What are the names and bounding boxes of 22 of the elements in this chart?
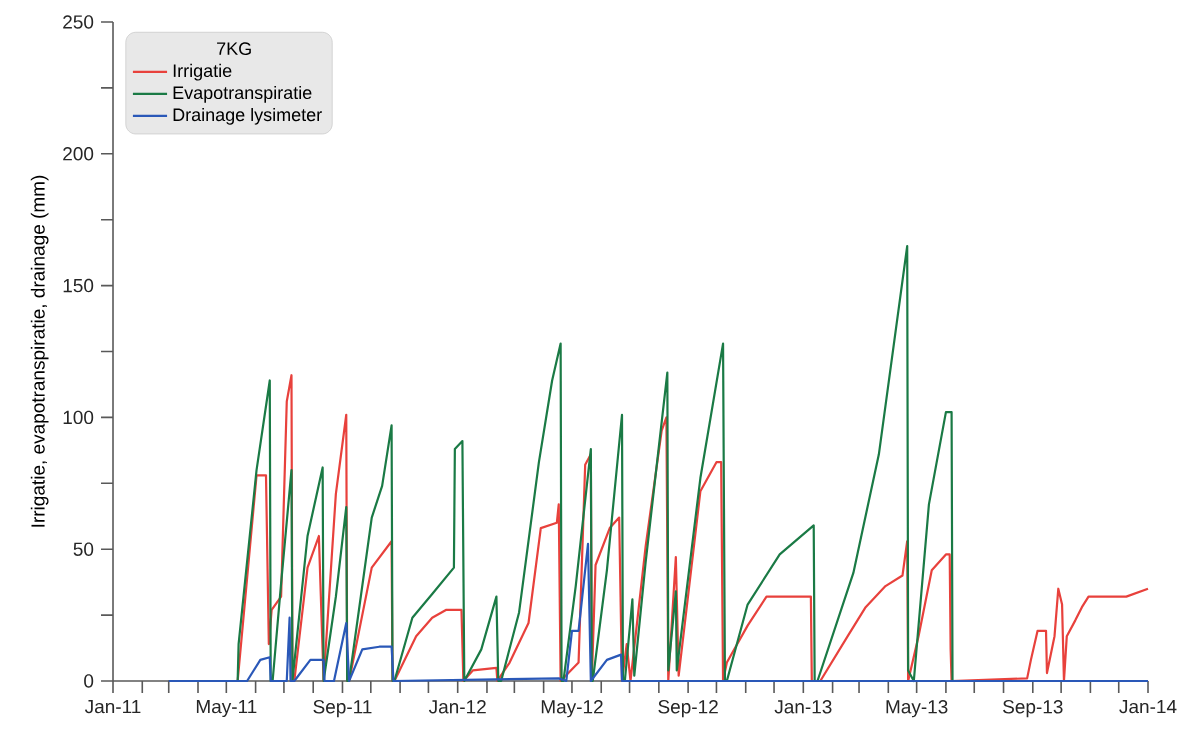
x-tick-label: Jan-11 [84,700,141,714]
y-axis-title: Irrigatie, evapotranspiratie, drainage (mm) [30,175,49,527]
legend-title: 7KG [217,42,251,56]
x-tick-label: Sep-13 [1003,700,1063,718]
x-tick-label: May-13 [886,700,948,718]
y-tick-label: 150 [63,278,94,293]
y-tick-label: 0 [84,674,94,688]
x-tick-label: Jan-14 [1119,700,1177,714]
legend-label: Irrigatie [173,63,232,81]
y-tick-label: 100 [63,410,94,425]
y-tick-label: 50 [73,542,94,556]
x-tick-label: Jan-12 [428,700,486,714]
legend-label: Evapotranspiratie [173,85,312,103]
line-series [167,542,1150,683]
x-tick-label: Sep-12 [658,700,718,718]
y-tick-label: 250 [63,15,94,29]
legend-label: Drainage lysimeter [173,107,322,125]
x-tick-label: Sep-11 [313,700,372,718]
x-tick-label: May-12 [541,700,603,718]
y-tick-label: 200 [63,147,94,161]
x-tick-label: Jan-13 [774,700,832,714]
x-tick-label: May-11 [196,700,257,718]
